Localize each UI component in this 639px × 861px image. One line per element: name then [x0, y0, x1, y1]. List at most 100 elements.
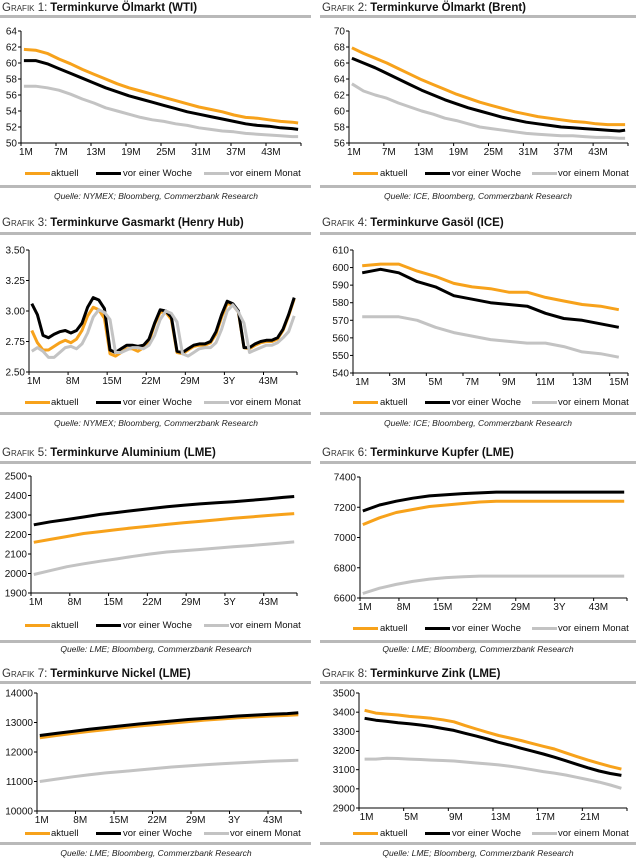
y-tick-label: 58: [334, 123, 346, 134]
source-divider: [320, 185, 636, 188]
legend-label-woche: vor einer Woche: [452, 828, 521, 839]
chart-title: Grafik 1: Terminkurve Ölmarkt (WTI): [2, 1, 197, 15]
y-tick-label: 2400: [5, 491, 28, 502]
legend-label-monat: vor einem Monat: [558, 623, 629, 634]
x-tick-label: 43M: [259, 376, 278, 387]
legend-label-woche: vor einer Woche: [452, 168, 521, 179]
x-tick-label: 43M: [589, 602, 608, 613]
x-tick-label: 8M: [68, 597, 82, 608]
legend-swatch-monat: [532, 832, 557, 835]
chart-number-label: Grafik 3:: [2, 217, 48, 229]
y-tick-label: 56: [6, 91, 18, 102]
source-divider: [320, 412, 636, 415]
chart-title: Grafik 4: Terminkurve Gasöl (ICE): [322, 216, 504, 230]
legend-label-monat: vor einem Monat: [558, 397, 629, 408]
series-line-woche: [23, 59, 299, 131]
legend-label-monat: vor einem Monat: [558, 168, 629, 179]
y-tick-label: 62: [334, 91, 346, 102]
y-tick-label: 2200: [5, 530, 28, 541]
chart-title: Grafik 2: Terminkurve Ölmarkt (Brent): [322, 1, 526, 15]
legend-swatch-aktuell: [25, 401, 50, 404]
source-divider: [0, 842, 311, 845]
y-tick-label: 2500: [5, 472, 28, 483]
x-tick-label: 19M: [121, 147, 140, 158]
x-tick-label: 3Y: [228, 815, 241, 826]
chart-title-text: Terminkurve Gasöl (ICE): [370, 217, 504, 229]
y-tick-label: 2.50: [6, 368, 26, 379]
x-tick-label: 15M: [104, 597, 123, 608]
x-tick-label: 8M: [66, 376, 80, 387]
source-divider: [0, 185, 311, 188]
x-tick-label: 43M: [263, 815, 282, 826]
title-divider: [0, 681, 311, 684]
x-tick-label: 9M: [449, 812, 463, 823]
x-tick-label: 22M: [472, 602, 491, 613]
legend-swatch-aktuell: [25, 832, 50, 835]
x-tick-label: 5M: [404, 812, 418, 823]
y-tick-label: 70: [334, 27, 346, 38]
x-tick-label: 29M: [186, 815, 205, 826]
legend-label-woche: vor einer Woche: [123, 168, 192, 179]
y-tick-label: 64: [6, 27, 18, 38]
x-tick-label: 7M: [465, 377, 479, 388]
title-divider: [0, 461, 311, 464]
legend-swatch-monat: [204, 832, 229, 835]
chart-title: Grafik 3: Terminkurve Gasmarkt (Henry Hub…: [2, 216, 244, 230]
chart-number-label: Grafik 4:: [322, 217, 368, 229]
title-divider: [0, 15, 311, 18]
x-tick-label: 43M: [259, 597, 278, 608]
y-tick-label: 6800: [334, 563, 357, 574]
x-tick-label: 1M: [35, 815, 49, 826]
y-tick-label: 52: [6, 123, 18, 134]
legend-label-aktuell: aktuell: [51, 828, 79, 839]
x-tick-label: 37M: [226, 147, 245, 158]
y-tick-label: 3500: [333, 689, 356, 700]
x-tick-label: 29M: [180, 376, 199, 387]
x-tick-label: 15M: [609, 377, 628, 388]
legend-label-woche: vor einer Woche: [452, 397, 521, 408]
y-tick-label: 3.25: [6, 276, 26, 287]
x-tick-label: 43M: [588, 147, 607, 158]
legend-label-woche: vor einer Woche: [452, 623, 521, 634]
y-tick-label: 2100: [5, 550, 28, 561]
y-tick-label: 60: [334, 107, 346, 118]
x-tick-label: 1M: [19, 147, 33, 158]
chart-number-label: Grafik 7:: [2, 668, 48, 680]
x-tick-label: 29M: [511, 602, 530, 613]
y-tick-label: 3.00: [6, 307, 26, 318]
legend-label-aktuell: aktuell: [380, 397, 408, 408]
y-tick-label: 50: [6, 139, 18, 150]
legend-label-aktuell: aktuell: [51, 397, 79, 408]
series-line-aktuell: [362, 262, 620, 312]
x-tick-label: 11M: [536, 377, 555, 388]
x-tick-label: 7M: [382, 147, 396, 158]
x-tick-label: 1M: [347, 147, 361, 158]
y-tick-label: 540: [332, 369, 349, 380]
legend-swatch-woche: [425, 172, 450, 175]
y-tick-label: 3200: [333, 746, 356, 757]
legend-swatch-aktuell: [353, 627, 378, 630]
series-line-aktuell: [39, 713, 299, 740]
y-tick-label: 610: [332, 246, 349, 257]
source-note: Quelle: LME; Bloomberg, Commerzbank Rese…: [382, 644, 574, 654]
y-tick-label: 3000: [333, 784, 356, 795]
x-tick-label: 1M: [29, 597, 43, 608]
y-tick-label: 11000: [6, 777, 34, 788]
y-tick-label: 1900: [5, 589, 28, 600]
series-line-aktuell: [362, 499, 625, 526]
x-tick-label: 3M: [392, 377, 406, 388]
y-tick-label: 68: [334, 43, 346, 54]
source-note: Quelle: NYMEX; Bloomberg, Commerzbank Re…: [53, 191, 259, 201]
y-tick-label: 600: [332, 263, 349, 274]
legend-swatch-woche: [96, 172, 121, 175]
source-divider: [0, 412, 311, 415]
x-tick-label: 1M: [360, 812, 374, 823]
y-tick-label: 2.75: [6, 337, 26, 348]
series-line-monat: [362, 315, 620, 359]
title-divider: [320, 461, 636, 464]
